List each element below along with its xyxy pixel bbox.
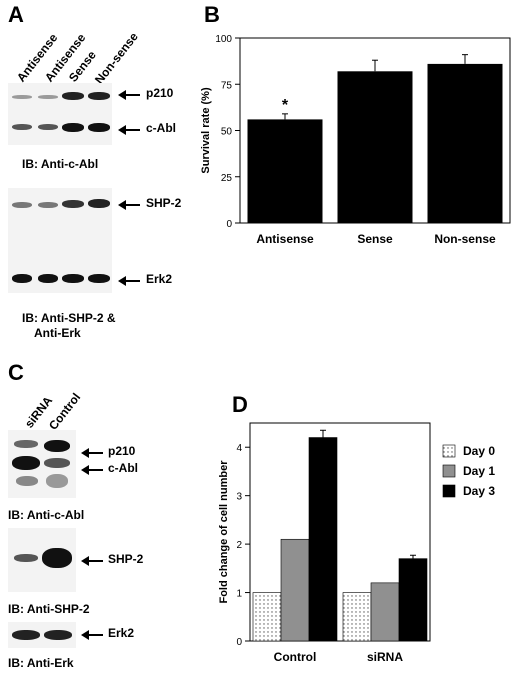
y-tick-label: 4 (236, 443, 242, 454)
arrow-left-icon (118, 276, 140, 286)
y-axis-label: Fold change of cell number (218, 460, 230, 604)
band-label-a-erk2: Erk2 (146, 272, 173, 286)
y-tick-label: 2 (236, 540, 242, 551)
legend-swatch-day-3 (442, 484, 456, 498)
y-tick-label: 50 (221, 127, 233, 138)
x-tick-label: Non-sense (434, 232, 496, 246)
panel-d-letter: D (232, 392, 248, 417)
y-tick-label: 0 (236, 637, 242, 648)
arrow-left-icon (81, 630, 103, 640)
arrow-left-icon (81, 465, 103, 475)
panel-b-letter: B (204, 2, 220, 27)
blot-caption-a-2-line2: Anti-Erk (34, 326, 81, 340)
arrow-left-icon (81, 556, 103, 566)
blot-caption-a-1: IB: Anti-c-Abl (22, 157, 99, 171)
y-axis-label: Survival rate (%) (200, 87, 212, 174)
legend-label-day-3: Day 3 (463, 484, 495, 498)
arrow-left-icon (81, 448, 103, 458)
band-label-a-p210: p210 (146, 86, 174, 100)
y-tick-label: 0 (226, 219, 232, 230)
panel-c-letter: C (8, 360, 24, 385)
arrow-left-icon (118, 200, 140, 210)
band-label-a-shp2: SHP-2 (146, 196, 182, 210)
x-tick-label: Sense (357, 232, 393, 246)
bar-sirna-day-3 (398, 558, 428, 642)
bar-sense (337, 71, 413, 223)
cell-number-bar-chart: 0 1 2 3 4 Control siRNA Fold change of cell num… (218, 422, 495, 664)
blot-caption-c-1: IB: Anti-c-Abl (8, 508, 85, 522)
legend-label-day-1: Day 1 (463, 464, 495, 478)
band-label-c-shp2: SHP-2 (108, 552, 144, 566)
y-tick-label: 25 (221, 173, 233, 184)
western-blot-a-shp2-erk (8, 188, 112, 293)
y-tick-label: 3 (236, 492, 242, 503)
bar-sirna-day-1 (370, 582, 400, 642)
y-tick-label: 1 (236, 589, 242, 600)
band-label-c-cabl: c-Abl (108, 461, 138, 475)
x-tick-label: siRNA (367, 650, 403, 664)
legend-swatch-day-0 (442, 444, 456, 458)
x-tick-label: Antisense (256, 232, 314, 246)
arrow-left-icon (118, 90, 140, 100)
lane-label-c-2: Control (46, 390, 84, 433)
blot-caption-a-2-line1: IB: Anti-SHP-2 & (22, 311, 116, 325)
blot-caption-c-2: IB: Anti-SHP-2 (8, 602, 90, 616)
y-tick-label: 75 (221, 80, 233, 91)
band-label-c-erk2: Erk2 (108, 626, 135, 640)
bar-non-sense (427, 63, 503, 224)
bar-control-day-3 (308, 437, 338, 642)
legend-swatch-day-1 (442, 464, 456, 478)
panel-a-letter: A (8, 2, 24, 27)
bar-antisense (247, 119, 323, 223)
y-tick-label: 100 (215, 34, 232, 45)
bar-control-day-0 (252, 592, 282, 642)
band-label-c-p210: p210 (108, 444, 136, 458)
bar-sirna-day-0 (342, 592, 372, 642)
western-blot-c-erk (8, 622, 76, 648)
legend-label-day-0: Day 0 (463, 444, 495, 458)
lane-label-a-4: Non-sense (92, 29, 141, 87)
plot-frame (249, 422, 431, 642)
significance-marker: * (282, 97, 289, 114)
arrow-left-icon (118, 125, 140, 135)
western-blot-a-cabl (8, 83, 112, 145)
bar-control-day-1 (280, 538, 310, 642)
western-blot-c-shp2 (8, 528, 76, 592)
band-label-a-cabl: c-Abl (146, 121, 176, 135)
x-tick-label: Control (274, 650, 317, 664)
survival-rate-bar-chart: 0 25 50 75 100 Antisense Sense Non-sense * Surviv… (200, 34, 511, 246)
western-blot-c-cabl (8, 430, 76, 498)
blot-caption-c-3: IB: Anti-Erk (8, 656, 74, 670)
